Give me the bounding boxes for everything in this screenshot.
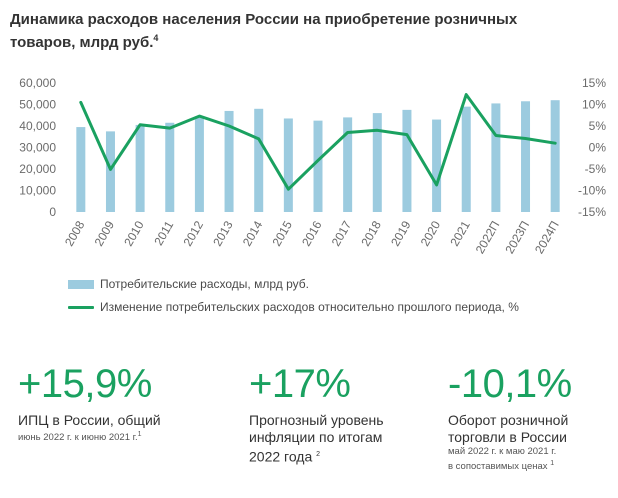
x-tick-label: 2021: [447, 218, 473, 248]
x-tick-label: 2015: [269, 218, 295, 248]
legend-label-bars: Потребительские расходы, млрд руб.: [100, 277, 309, 291]
bar: [76, 127, 86, 212]
bar: [105, 131, 115, 212]
stat-retail-sub: май 2022 г. к маю 2021 г. в сопоставимых…: [448, 446, 557, 473]
x-tick-label: 2011: [151, 218, 176, 248]
series-line: [79, 93, 557, 191]
bar: [491, 103, 501, 212]
chart: 0 10,000 20,000 30,000 40,000 50,000 60,000 -15…: [19, 76, 607, 257]
x-tick-label: 2013: [210, 218, 236, 248]
stat-retail-label: Оборот розничной торговли в России: [448, 412, 569, 445]
x-tick-label: 2023П: [502, 219, 532, 257]
x-tick-label: 2018: [358, 218, 384, 248]
x-tick-label: 2024П: [532, 219, 562, 257]
stat-retail-value: -10,1%: [448, 362, 572, 406]
y-right-tick-label: -10%: [578, 184, 606, 198]
chart-title-text: Динамика расходов населения России на пр…: [10, 11, 518, 51]
x-tick-label: 2019: [388, 218, 414, 248]
legend-swatch-line: [68, 305, 94, 309]
stat-inflation-label: Прогнозный уровень инфляции по итогам 20…: [249, 412, 384, 465]
y-right-tick-label: 0%: [589, 141, 607, 155]
bar: [550, 100, 560, 212]
legend-label-line: Изменение потребительских расходов относ…: [100, 300, 519, 314]
bar: [224, 110, 234, 212]
x-tick-label: 2017: [329, 218, 355, 248]
stat-cpi: +15,9% ИПЦ в России, общий июнь 2022 г. …: [18, 362, 208, 444]
bar: [343, 117, 353, 212]
y-left-tick-label: 20,000: [19, 162, 56, 176]
y-left-tick-label: 30,000: [19, 141, 56, 155]
bar: [372, 113, 382, 212]
bar: [135, 124, 145, 212]
chart-title: Динамика расходов населения России на пр…: [10, 10, 570, 52]
y-left-tick-label: 0: [49, 205, 56, 219]
x-tick-label: 2009: [92, 218, 118, 248]
stat-cpi-label: ИПЦ в России, общий: [18, 412, 161, 428]
bar: [313, 120, 323, 212]
bar: [521, 101, 531, 212]
y-right-tick-label: 10%: [582, 98, 606, 112]
x-tick-label: 2016: [299, 218, 325, 248]
x-tick-label: 2008: [62, 218, 88, 248]
stat-retail: -10,1% Оборот розничной торговли в Росси…: [448, 362, 613, 473]
y-left-tick-label: 60,000: [19, 76, 56, 90]
bar: [432, 119, 442, 212]
x-tick-label: 2012: [181, 218, 207, 248]
bar: [402, 109, 412, 212]
x-tick-label: 2010: [121, 218, 147, 248]
stat-inflation: +17% Прогнозный уровень инфляции по итог…: [249, 362, 439, 466]
legend-swatch-bars: [68, 279, 94, 289]
y-right-tick-label: 5%: [589, 119, 607, 133]
stat-inflation-value: +17%: [249, 362, 351, 406]
y-left-tick-label: 10,000: [19, 184, 56, 198]
bar: [165, 122, 175, 212]
y-right-tick-label: -15%: [578, 205, 606, 219]
x-tick-label: 2020: [418, 218, 444, 248]
legend-item-bars: Потребительские расходы, млрд руб.: [68, 276, 309, 292]
bar: [254, 108, 264, 212]
x-tick-label: 2022П: [473, 218, 503, 256]
title-footnote: 4: [153, 33, 159, 43]
bar: [461, 106, 471, 212]
y-right-tick-label: -5%: [585, 162, 607, 176]
bar: [283, 118, 293, 212]
y-left-tick-label: 40,000: [19, 119, 56, 133]
stat-cpi-sub: июнь 2022 г. к июню 2021 г.1: [18, 431, 142, 444]
legend-item-line: Изменение потребительских расходов относ…: [68, 299, 519, 315]
y-left-tick-label: 50,000: [19, 98, 56, 112]
x-tick-label: 2014: [240, 218, 266, 248]
y-right-tick-label: 15%: [582, 76, 606, 90]
bar: [194, 116, 204, 212]
stat-cpi-value: +15,9%: [18, 362, 152, 406]
